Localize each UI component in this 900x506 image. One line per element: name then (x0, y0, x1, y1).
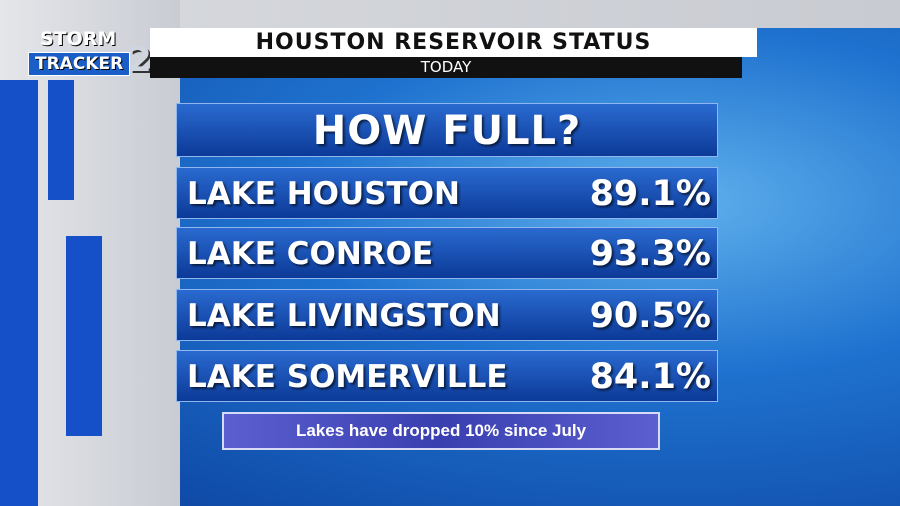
title: HOUSTON RESERVOIR STATUS (150, 28, 757, 57)
lake-value: 90.5% (589, 296, 711, 336)
decor (48, 80, 74, 200)
lake-value: 89.1% (589, 174, 711, 214)
lake-value: 93.3% (589, 234, 711, 274)
lake-name: LAKE CONROE (187, 236, 434, 272)
lake-row: LAKE HOUSTON 89.1% (176, 167, 718, 219)
logo-number: 2 (128, 40, 152, 80)
lake-row: LAKE SOMERVILLE 84.1% (176, 350, 718, 402)
footer-note: Lakes have dropped 10% since July (222, 412, 660, 450)
logo: STORM TRACKER 2 (28, 28, 154, 82)
subtitle: TODAY (150, 57, 742, 78)
lake-value: 84.1% (589, 357, 711, 397)
logo-text: STORM (40, 28, 117, 50)
lake-name: LAKE SOMERVILLE (187, 359, 508, 395)
lake-row: LAKE LIVINGSTON 90.5% (176, 289, 718, 341)
decor (0, 80, 38, 506)
decor (66, 236, 102, 436)
logo-text: TRACKER (28, 52, 131, 76)
lake-row: LAKE CONROE 93.3% (176, 227, 718, 279)
lake-name: LAKE HOUSTON (187, 176, 460, 212)
panel-heading: HOW FULL? (176, 103, 718, 157)
lake-name: LAKE LIVINGSTON (187, 298, 501, 334)
